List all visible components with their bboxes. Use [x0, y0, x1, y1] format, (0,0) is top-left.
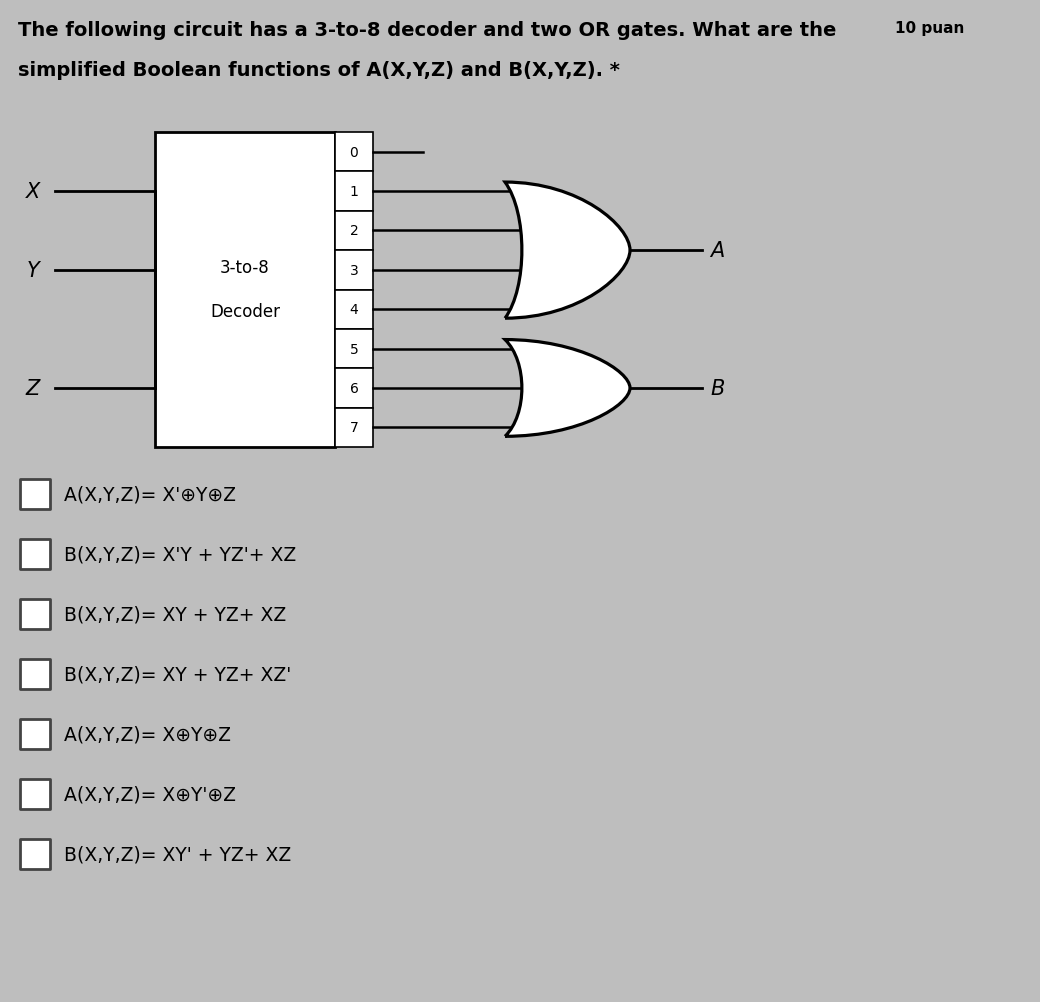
- Text: 3-to-8: 3-to-8: [220, 260, 269, 278]
- Text: 10 puan: 10 puan: [895, 21, 964, 36]
- Bar: [155, 133, 335, 448]
- Text: A(X,Y,Z)= X⊕Y'⊕Z: A(X,Y,Z)= X⊕Y'⊕Z: [64, 785, 236, 804]
- Bar: [335, 330, 373, 369]
- Bar: [335, 291, 373, 330]
- Text: B(X,Y,Z)= XY' + YZ+ XZ: B(X,Y,Z)= XY' + YZ+ XZ: [64, 845, 291, 864]
- Text: 7: 7: [349, 421, 359, 435]
- Bar: [20, 780, 50, 810]
- PathPatch shape: [505, 341, 630, 437]
- Text: B: B: [710, 379, 725, 399]
- Text: 2: 2: [349, 224, 359, 238]
- Bar: [335, 172, 373, 211]
- Text: The following circuit has a 3-to-8 decoder and two OR gates. What are the: The following circuit has a 3-to-8 decod…: [18, 21, 836, 40]
- Text: Y: Y: [27, 261, 40, 281]
- Text: X: X: [26, 182, 41, 201]
- Bar: [20, 599, 50, 629]
- Text: Decoder: Decoder: [210, 304, 280, 322]
- Text: 3: 3: [349, 264, 359, 278]
- Text: B(X,Y,Z)= XY + YZ+ XZ': B(X,Y,Z)= XY + YZ+ XZ': [64, 665, 291, 683]
- Text: 6: 6: [349, 382, 359, 396]
- Bar: [335, 211, 373, 250]
- Bar: [20, 659, 50, 689]
- Text: simplified Boolean functions of A(X,Y,Z) and B(X,Y,Z). *: simplified Boolean functions of A(X,Y,Z)…: [18, 61, 620, 80]
- Text: B(X,Y,Z)= X'Y + YZ'+ XZ: B(X,Y,Z)= X'Y + YZ'+ XZ: [64, 545, 296, 564]
- Bar: [20, 480, 50, 509]
- Text: 1: 1: [349, 185, 359, 198]
- Text: 5: 5: [349, 343, 359, 356]
- Bar: [335, 369, 373, 408]
- Text: Z: Z: [26, 379, 41, 399]
- Text: A(X,Y,Z)= X'⊕Y⊕Z: A(X,Y,Z)= X'⊕Y⊕Z: [64, 485, 236, 504]
- Text: A(X,Y,Z)= X⊕Y⊕Z: A(X,Y,Z)= X⊕Y⊕Z: [64, 724, 231, 743]
- Bar: [335, 133, 373, 172]
- PathPatch shape: [505, 183, 630, 319]
- Bar: [20, 719, 50, 749]
- Text: B(X,Y,Z)= XY + YZ+ XZ: B(X,Y,Z)= XY + YZ+ XZ: [64, 605, 286, 624]
- Bar: [335, 408, 373, 448]
- Text: A: A: [710, 240, 724, 261]
- Bar: [335, 250, 373, 291]
- Text: 4: 4: [349, 303, 359, 317]
- Bar: [20, 839, 50, 869]
- Text: 0: 0: [349, 145, 359, 159]
- Bar: [20, 539, 50, 569]
